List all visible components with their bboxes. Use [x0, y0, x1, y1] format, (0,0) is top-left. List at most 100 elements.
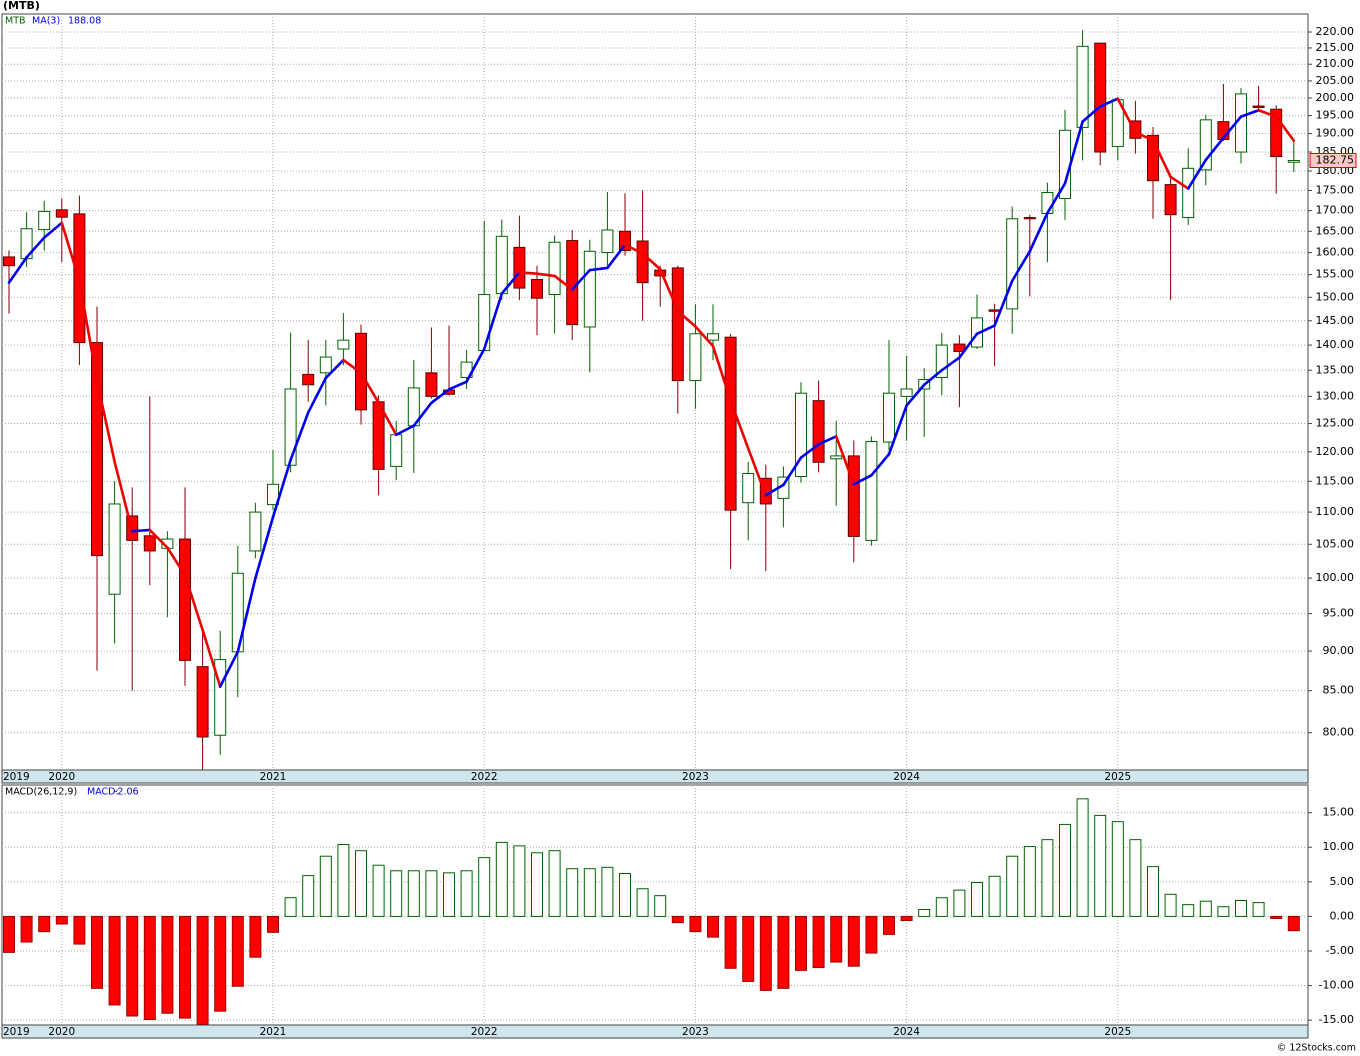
- x-tick-label: 2020: [48, 1026, 75, 1038]
- macd-bar: [38, 915, 51, 933]
- macd-bar: [1006, 855, 1019, 917]
- y-tick-label: 205.00: [1316, 74, 1355, 87]
- ma-segment: [852, 474, 873, 486]
- candle-body: [1041, 191, 1054, 214]
- ma-segment: [905, 383, 926, 407]
- y-tick-label: 110.00: [1316, 505, 1355, 518]
- credit: © 12Stocks.com: [1277, 1043, 1356, 1054]
- ma-segment: [25, 236, 46, 259]
- candle-body: [566, 240, 579, 326]
- x-tick-label: 2024: [893, 771, 920, 783]
- candle-body: [1023, 217, 1036, 220]
- y-tick-label: 0.00: [1330, 909, 1355, 922]
- candle-body: [1164, 184, 1177, 216]
- last-price-box: [1309, 153, 1357, 169]
- date-strip: [1, 1024, 1309, 1039]
- macd-bar: [407, 870, 420, 917]
- macd-bar: [883, 915, 895, 935]
- ma-segment: [1063, 120, 1084, 185]
- candle-body: [795, 392, 807, 478]
- macd-bar: [1076, 798, 1089, 917]
- y-tick-label: 150.00: [1316, 290, 1355, 303]
- ma-segment: [1239, 108, 1260, 118]
- ma-segment: [1151, 138, 1172, 179]
- macd-bar: [988, 875, 1001, 917]
- y-tick-label: 105.00: [1316, 537, 1355, 550]
- candle-body: [988, 309, 1001, 312]
- macd-bar: [179, 915, 191, 1019]
- ma-segment: [711, 344, 732, 402]
- ma-segment: [799, 443, 820, 459]
- macd-bar: [91, 915, 103, 989]
- macd-bar: [20, 915, 33, 943]
- macd-bar: [337, 843, 350, 917]
- ma-segment: [1046, 182, 1067, 215]
- y-tick-label: 195.00: [1316, 109, 1355, 122]
- candle-body: [214, 659, 227, 736]
- macd-bar: [478, 857, 491, 917]
- chart-title: (MTB): [3, 0, 40, 12]
- ma-segment: [95, 379, 116, 464]
- macd-bar: [513, 845, 526, 917]
- y-tick-label: 115.00: [1316, 474, 1355, 487]
- ma-segment: [834, 435, 856, 486]
- candle-body: [179, 538, 191, 661]
- y-tick-label: 160.00: [1316, 246, 1355, 259]
- y-tick-label: 85.00: [1323, 684, 1355, 697]
- ma-segment: [412, 401, 433, 428]
- x-tick-label: 2024: [893, 1026, 920, 1038]
- candle-body: [812, 400, 825, 463]
- candle-body: [390, 434, 403, 467]
- candle-body: [478, 294, 491, 352]
- macd-bar: [654, 895, 667, 917]
- macd-bar: [971, 882, 983, 917]
- macd-bar: [742, 915, 755, 982]
- macd-bar: [1199, 900, 1212, 917]
- macd-bar: [1147, 866, 1159, 917]
- candle-body: [1252, 105, 1265, 108]
- x-tick-label: 2025: [1104, 771, 1131, 783]
- macd-value: -2.06: [114, 787, 139, 798]
- ma-segment: [42, 221, 64, 239]
- candle-body: [601, 229, 614, 254]
- macd-bar: [777, 915, 790, 989]
- ma-segment: [324, 358, 345, 380]
- candle-body: [1006, 218, 1019, 310]
- ma-segment: [1010, 249, 1032, 283]
- ma-segment: [78, 279, 99, 382]
- ma-segment: [447, 380, 468, 391]
- candle-body: [953, 343, 966, 353]
- ma-segment: [553, 274, 574, 291]
- ma-segment: [1204, 136, 1225, 162]
- x-tick-label: 2025: [1104, 1026, 1131, 1038]
- ma-segment: [746, 447, 768, 497]
- macd-bar: [671, 915, 684, 924]
- macd-bar: [284, 897, 297, 917]
- ma-segment: [993, 279, 1014, 327]
- candle-body: [108, 503, 121, 595]
- candle-body: [619, 230, 631, 251]
- ma-segment: [658, 267, 680, 313]
- ma-segment: [430, 388, 451, 405]
- candle-body: [91, 342, 103, 557]
- macd-bar: [812, 915, 825, 969]
- y-tick-label: 190.00: [1316, 127, 1355, 140]
- macd-bar: [495, 841, 508, 917]
- candle-body: [495, 235, 508, 295]
- candle-body: [337, 339, 350, 350]
- ma-segment: [113, 460, 134, 533]
- date-strip: [1, 769, 1309, 784]
- macd-bar: [267, 915, 279, 933]
- ma-segment: [623, 243, 644, 255]
- ma-segment: [817, 435, 838, 446]
- macd-bar: [1252, 902, 1265, 917]
- y-tick-label: 135.00: [1316, 363, 1355, 376]
- candle-body: [319, 356, 332, 374]
- macd-bar: [1059, 823, 1071, 917]
- candle-body: [55, 209, 68, 218]
- ma-segment: [271, 458, 292, 519]
- macd-bar: [953, 889, 966, 917]
- y-tick-label: 90.00: [1323, 644, 1355, 657]
- y-tick-label: 140.00: [1316, 338, 1355, 351]
- candle-body: [583, 250, 596, 328]
